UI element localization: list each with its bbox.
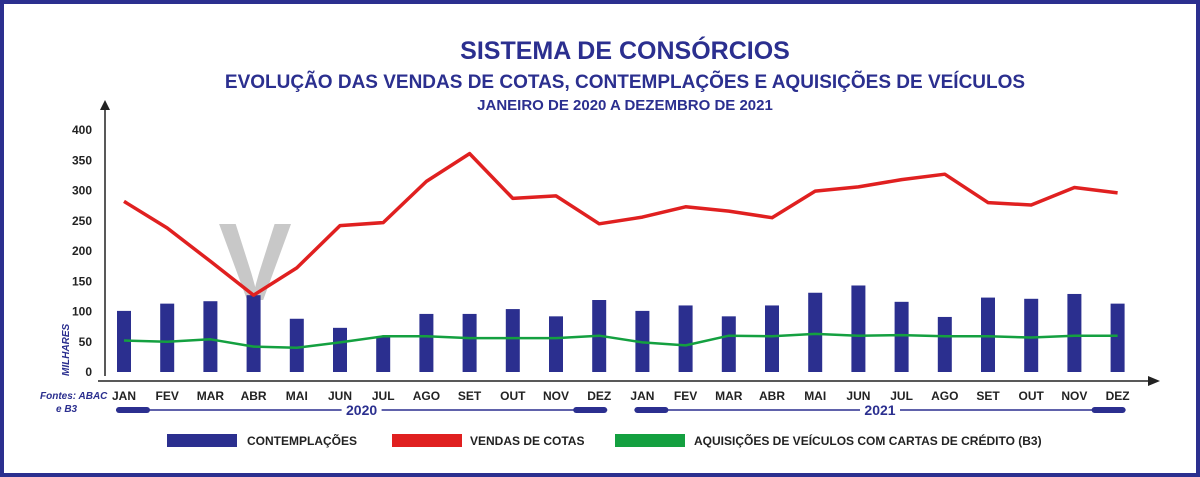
x-tick-label: AGO — [931, 389, 958, 403]
legend-swatch-contemplacoes — [167, 434, 237, 447]
x-tick-label: SET — [976, 389, 1000, 403]
chart-subtitle: EVOLUÇÃO DAS VENDAS DE COTAS, CONTEMPLAÇ… — [225, 71, 1025, 93]
x-tick-label: MAR — [715, 389, 743, 403]
bar-contemplacoes — [549, 316, 563, 372]
year-label: 2021 — [864, 402, 895, 418]
legend-label-contemplacoes: CONTEMPLAÇÕES — [247, 433, 357, 448]
year-bracket-cap — [573, 407, 608, 413]
bar-contemplacoes — [1110, 303, 1125, 372]
x-tick-label: DEZ — [587, 389, 611, 403]
bar-contemplacoes — [333, 327, 347, 372]
bar-contemplacoes — [203, 301, 218, 372]
source-note-line1: Fontes: ABAC — [40, 391, 108, 402]
x-tick-label: MAR — [197, 389, 225, 403]
bar-contemplacoes — [981, 297, 995, 372]
x-tick-label: DEZ — [1106, 389, 1130, 403]
x-tick-label: NOV — [543, 389, 569, 403]
x-tick-label: SET — [458, 389, 482, 403]
y-tick-label: 300 — [72, 184, 92, 198]
legend-label-vendas: VENDAS DE COTAS — [470, 434, 584, 448]
y-tick-label: 100 — [72, 305, 92, 319]
bar-contemplacoes — [462, 313, 477, 372]
chart-marks: 400 350 300 250 200 150 100 50 0 JAN FEV MAR ABR MAI J… — [72, 100, 1160, 418]
year-label: 2020 — [346, 402, 377, 418]
x-tick-label: OUT — [1019, 389, 1045, 403]
bar-contemplacoes — [721, 316, 736, 372]
y-tick-label: 400 — [72, 123, 92, 137]
y-tick-label: 350 — [72, 153, 92, 167]
chart-legend: CONTEMPLAÇÕES VENDAS DE COTAS AQUISIÇÕES… — [167, 433, 1042, 448]
source-note-line2: e B3 — [56, 404, 78, 415]
year-bracket-cap — [116, 407, 150, 413]
line-vendas-de-cotas — [123, 151, 1118, 297]
x-tick-label: JUL — [890, 389, 913, 403]
bar-contemplacoes — [1067, 293, 1082, 372]
x-axis-arrow — [1148, 376, 1160, 386]
bar-contemplacoes — [937, 316, 952, 372]
x-tick-label: OUT — [500, 389, 526, 403]
bar-contemplacoes — [160, 303, 175, 372]
bar-contemplacoes — [419, 313, 434, 372]
x-tick-label: ABR — [759, 389, 785, 403]
bar-contemplacoes — [246, 295, 261, 372]
x-tick-label: JUN — [328, 389, 352, 403]
x-tick-label: ABR — [241, 389, 267, 403]
y-axis-label: MILHARES — [61, 323, 72, 376]
x-tick-label: JUL — [372, 389, 395, 403]
legend-swatch-aquisicoes — [615, 434, 685, 447]
x-tick-label: JAN — [112, 389, 136, 403]
legend-swatch-vendas — [392, 434, 462, 447]
bar-contemplacoes — [808, 292, 823, 372]
x-tick-label: JUN — [846, 389, 870, 403]
bar-contemplacoes — [678, 305, 693, 372]
x-tick-label: NOV — [1061, 389, 1087, 403]
bar-contemplacoes — [851, 285, 866, 372]
x-tick-label: MAI — [286, 389, 308, 403]
bar-contemplacoes — [894, 301, 909, 372]
x-tick-label: AGO — [413, 389, 440, 403]
y-axis-arrow — [100, 100, 110, 110]
bar-contemplacoes — [505, 309, 520, 372]
line-aquisicoes — [123, 332, 1118, 350]
year-bracket-cap — [634, 407, 669, 413]
chart-title: SISTEMA DE CONSÓRCIOS — [460, 35, 790, 65]
bar-contemplacoes — [289, 318, 304, 372]
x-tick-label: FEV — [674, 389, 697, 403]
y-tick-label: 200 — [72, 244, 92, 258]
chart-period: JANEIRO DE 2020 A DEZEMBRO DE 2021 — [477, 97, 773, 114]
y-tick-label: 0 — [85, 365, 92, 379]
bar-contemplacoes — [765, 305, 779, 372]
y-tick-label: 150 — [72, 274, 92, 288]
x-tick-label: FEV — [156, 389, 179, 403]
bar-contemplacoes — [1024, 298, 1039, 372]
x-tick-label: MAI — [804, 389, 826, 403]
year-bracket-cap — [1091, 407, 1126, 413]
y-tick-label: 50 — [79, 335, 93, 349]
x-tick-label: JAN — [630, 389, 654, 403]
legend-label-aquisicoes: AQUISIÇÕES DE VEÍCULOS COM CARTAS DE CRÉ… — [694, 433, 1042, 448]
bar-contemplacoes — [376, 336, 391, 372]
y-tick-label: 250 — [72, 214, 92, 228]
